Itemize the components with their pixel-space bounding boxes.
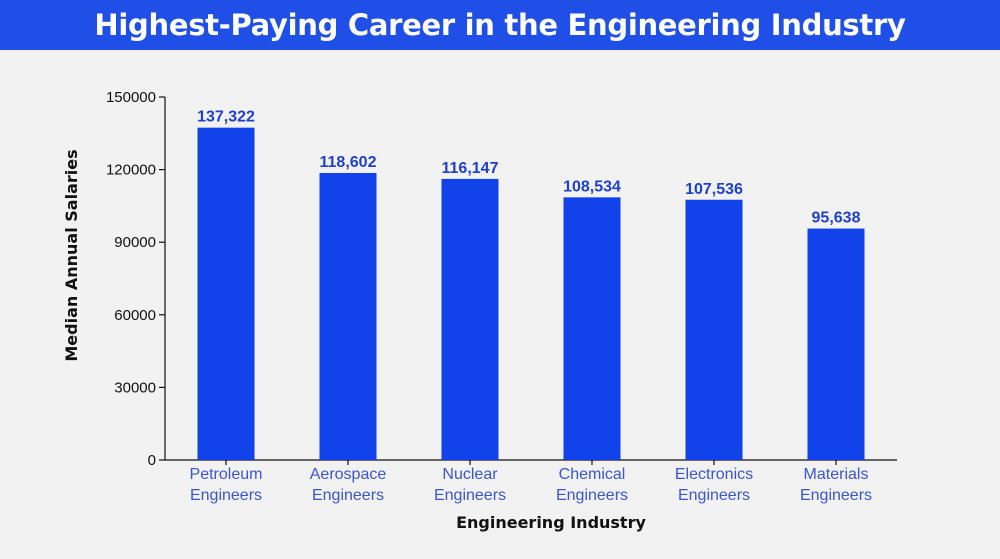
x-category-label: Engineers	[312, 487, 384, 504]
y-tick-label: 0	[148, 452, 156, 469]
y-tick-label: 120000	[106, 162, 156, 179]
bar	[563, 197, 621, 460]
x-category-label: Nuclear	[442, 466, 498, 483]
bar	[319, 172, 377, 460]
bar-chart: 0 30000 60000 90000 120000 150000 137,322 Petro…	[62, 89, 897, 532]
y-axis-title: Median Annual Salaries	[62, 149, 81, 361]
bar-value-label: 118,602	[320, 154, 377, 171]
x-axis-title: Engineering Industry	[456, 513, 646, 532]
bar	[197, 127, 255, 461]
x-category-label: Engineers	[556, 487, 628, 504]
x-category-label: Electronics	[675, 466, 753, 483]
y-tick-label: 90000	[114, 234, 156, 251]
x-category-label: Engineers	[800, 487, 872, 504]
x-category-label: Engineers	[678, 487, 750, 504]
bar-value-label: 95,638	[812, 210, 861, 227]
bar	[685, 199, 743, 460]
bar	[807, 228, 865, 460]
y-tick-label: 60000	[114, 307, 156, 324]
chart-title: Highest-Paying Career in the Engineering…	[94, 8, 906, 42]
x-category-label: Aerospace	[310, 466, 387, 483]
chart-area: 0 30000 60000 90000 120000 150000 137,322 Petro…	[0, 50, 1000, 559]
x-category-label: Chemical	[559, 466, 626, 483]
bar	[441, 178, 499, 460]
title-banner: Highest-Paying Career in the Engineering…	[0, 0, 1000, 50]
y-tick-label: 150000	[106, 89, 156, 106]
y-tick-label: 30000	[114, 379, 156, 396]
bar-value-label: 107,536	[685, 181, 743, 198]
x-category-label: Engineers	[434, 487, 506, 504]
x-category-label: Petroleum	[190, 466, 263, 483]
bar-value-label: 108,534	[563, 178, 621, 195]
bar-value-label: 116,147	[442, 160, 499, 177]
x-category-label: Materials	[804, 466, 869, 483]
bar-value-label: 137,322	[197, 109, 255, 126]
x-category-label: Engineers	[190, 487, 262, 504]
